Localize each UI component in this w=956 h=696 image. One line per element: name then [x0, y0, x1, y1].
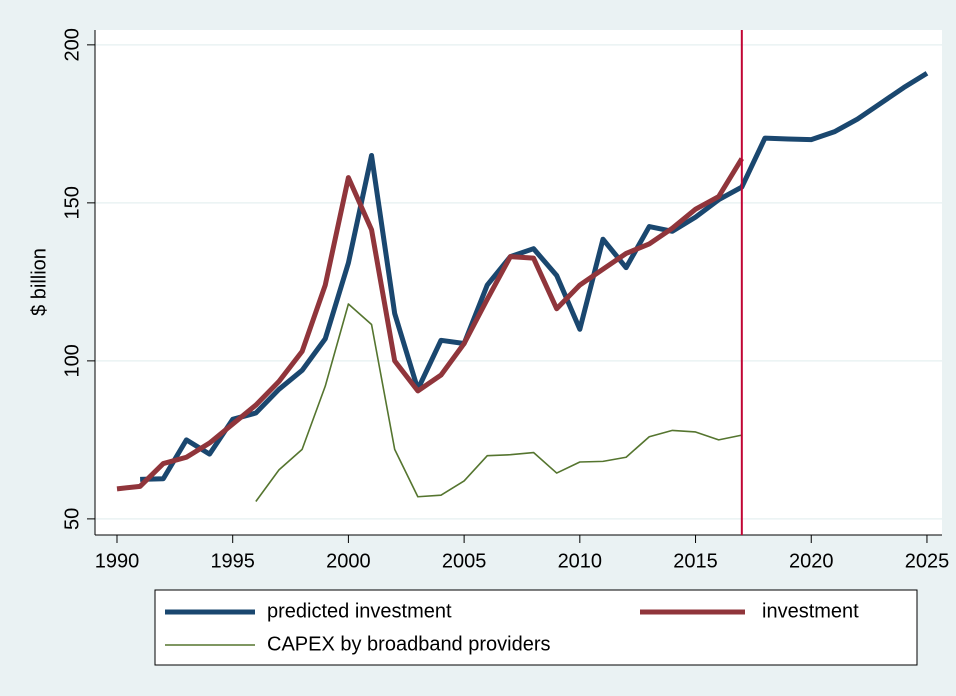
x-tick-label: 1995: [210, 550, 255, 572]
series-line: [255, 303, 742, 502]
y-axis-label: $ billion: [28, 248, 50, 316]
legend-label: investment: [762, 600, 859, 622]
x-tick-label: 2005: [442, 550, 487, 572]
legend-box: [154, 589, 918, 666]
x-tick-label: 2020: [789, 550, 834, 572]
y-tick-label: 200: [61, 28, 83, 61]
x-tick-label: 2000: [326, 550, 371, 572]
series-line: [116, 157, 744, 492]
x-tick-label: 2010: [558, 550, 603, 572]
x-tick-label: 2015: [673, 550, 718, 572]
plot-area: [95, 30, 942, 535]
y-tick-label: 50: [61, 508, 83, 530]
legend-label: CAPEX by broadband providers: [267, 633, 551, 655]
legend-label: predicted investment: [267, 600, 452, 622]
x-tick-label: 2025: [905, 550, 950, 572]
y-tick-label: 100: [61, 344, 83, 377]
series-line: [140, 71, 929, 482]
y-tick-label: 150: [61, 186, 83, 219]
x-tick-label: 1990: [95, 550, 140, 572]
